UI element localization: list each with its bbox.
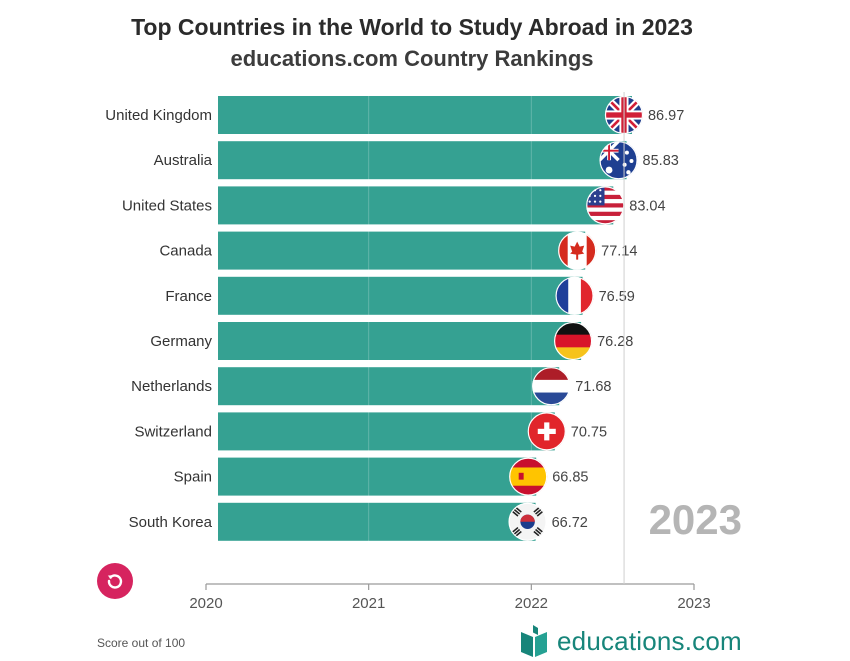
value-label: 85.83 (643, 153, 679, 169)
germany-flag-icon (553, 321, 593, 361)
timeline-tick-label: 2022 (515, 595, 548, 612)
bar-switzerland (218, 412, 555, 451)
value-label: 77.14 (601, 244, 637, 260)
category-label: Germany (150, 333, 212, 350)
value-label: 66.85 (552, 470, 588, 486)
timeline-tick-label: 2023 (677, 595, 710, 612)
replay-button[interactable] (97, 563, 133, 599)
value-label: 76.59 (599, 289, 635, 305)
usa-flag-icon (586, 186, 625, 225)
canada-flag-icon (558, 231, 597, 270)
switzerland-flag-icon (527, 412, 566, 451)
category-label: South Korea (129, 514, 213, 531)
bar-spain (218, 457, 537, 496)
bar-united-kingdom (218, 96, 632, 134)
value-label: 71.68 (575, 379, 611, 395)
south-korea-flag-icon (508, 502, 547, 541)
bar-australia (218, 141, 627, 180)
category-label: Canada (159, 243, 212, 260)
category-label: Netherlands (131, 378, 212, 395)
category-label: Spain (174, 469, 212, 486)
brand-name: educations.com (557, 625, 742, 656)
bar-south-korea (218, 502, 536, 541)
educations-logo[interactable]: educations.com (519, 624, 742, 658)
bar-canada (218, 231, 586, 270)
replay-icon (107, 574, 123, 589)
category-label: United States (122, 197, 212, 214)
category-label: Australia (154, 152, 213, 169)
bar-united-states (218, 186, 614, 225)
bar-france (218, 276, 583, 315)
category-label: France (165, 288, 212, 305)
spain-flag-icon (509, 457, 548, 496)
value-label: 86.97 (648, 108, 684, 124)
current-year-label: 2023 (649, 496, 742, 543)
timeline-tick-label: 2021 (352, 595, 385, 612)
netherlands-flag-icon (532, 367, 571, 406)
score-footnote: Score out of 100 (97, 636, 186, 650)
value-label: 66.72 (552, 515, 588, 531)
australia-flag-icon (599, 141, 638, 180)
france-flag-icon (555, 276, 594, 315)
chart-subtitle: educations.com Country Rankings (230, 46, 594, 71)
chart-title: Top Countries in the World to Study Abro… (131, 14, 693, 40)
category-label: Switzerland (134, 423, 212, 440)
bar-netherlands (218, 367, 560, 406)
timeline-tick-label: 2020 (189, 595, 222, 612)
value-label: 70.75 (571, 424, 607, 440)
value-label: 76.28 (597, 334, 633, 350)
value-label: 83.04 (629, 198, 665, 214)
category-label: United Kingdom (105, 107, 212, 124)
book-logo-icon (521, 625, 547, 657)
bar-germany (218, 322, 582, 360)
